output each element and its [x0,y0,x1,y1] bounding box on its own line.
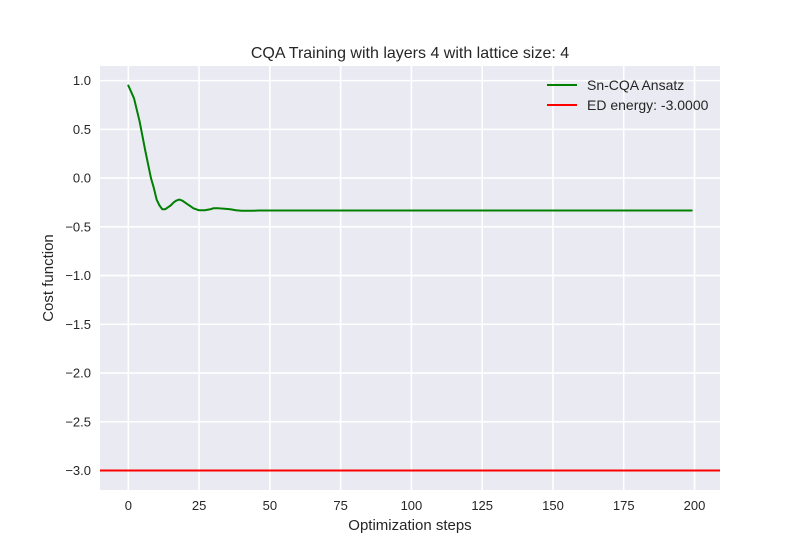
series-layer [100,84,720,472]
x-tick-label: 100 [401,498,423,513]
x-tick-label: 25 [192,498,206,513]
series-line-sn-cqa [127,84,693,212]
y-axis-label: Cost function [40,234,57,322]
legend: Sn-CQA Ansatz ED energy: -3.0000 [547,77,709,113]
plot-area-background [100,66,720,490]
legend-label-sn-cqa: Sn-CQA Ansatz [587,77,684,93]
chart-title: CQA Training with layers 4 with lattice … [251,45,569,62]
y-tick-label: −2.0 [65,366,91,381]
x-tick-label: 200 [684,498,706,513]
y-tick-label: −2.5 [65,414,91,429]
x-tick-label: 0 [125,498,132,513]
x-axis-label: Optimization steps [348,517,471,534]
y-tick-label: −1.5 [65,317,91,332]
y-tick-label: 0.0 [73,171,91,186]
y-tick-label: 1.0 [73,73,91,88]
x-tick-label: 75 [333,498,347,513]
x-tick-label: 150 [542,498,564,513]
y-tick-label: −1.0 [65,268,91,283]
x-tick-label: 50 [263,498,277,513]
y-tick-label: 0.5 [73,122,91,137]
y-tick-label: −0.5 [65,219,91,234]
x-tick-label: 125 [471,498,493,513]
x-tick-label: 175 [613,498,635,513]
y-tick-label: −3.0 [65,463,91,478]
tick-labels: 0 25 50 75 100 125 150 175 200 1.0 0.5 0.0 −0.5 −1.0 −… [65,73,705,513]
legend-label-ed-energy: ED energy: -3.0000 [587,97,709,113]
grid-lines [100,66,720,490]
